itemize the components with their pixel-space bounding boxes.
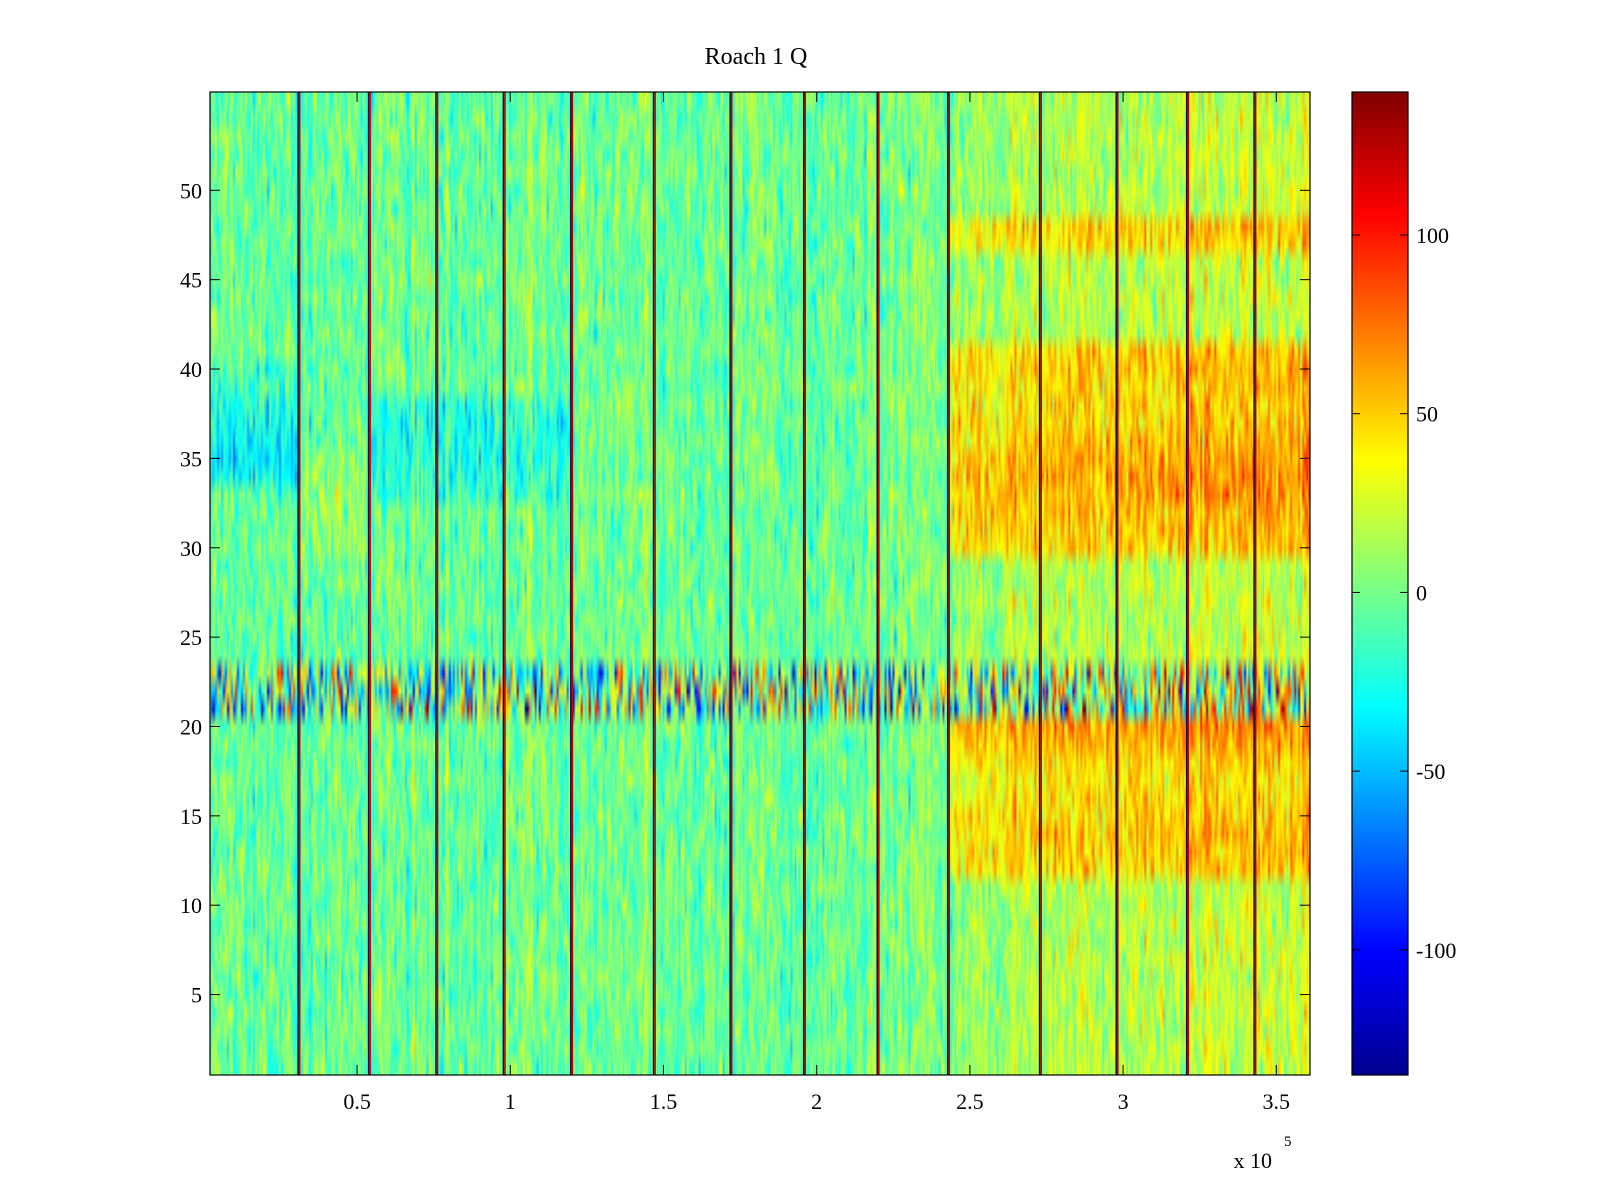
spike-column-dark (1185, 92, 1188, 1075)
spike-column-red (730, 92, 733, 1075)
spike-column-dark (1253, 92, 1255, 1075)
y-tick-label: 50 (180, 178, 202, 203)
x-tick-label: 1.5 (650, 1089, 678, 1114)
spike-column-dark (946, 92, 949, 1075)
y-tick-label: 25 (180, 625, 202, 650)
spike-column-dark (652, 92, 655, 1075)
y-axis-ticks: 5 10 15 20 25 30 35 40 45 50 (180, 178, 1310, 1008)
colorbar: -100 -50 0 50 100 (1351, 91, 1456, 1076)
x-tick-label: 0.5 (343, 1089, 371, 1114)
y-tick-label: 5 (191, 983, 202, 1008)
spike-column-dark (367, 92, 370, 1075)
y-tick-label: 20 (180, 714, 202, 739)
x-tick-label: 2 (811, 1089, 822, 1114)
x-exponent-power: 5 (1284, 1134, 1292, 1150)
plot-area: 0.5 1 1.5 2 2.5 3 3.5 5 10 15 20 25 30 35 40 45 50 (180, 91, 1311, 1114)
spike-column-red (298, 92, 301, 1075)
spike-column-dark (876, 92, 878, 1075)
x-exponent-base: x 10 (1234, 1148, 1273, 1173)
spike-column-dark (1115, 92, 1117, 1075)
spike-column-dark (802, 92, 805, 1075)
y-tick-label: 10 (180, 893, 202, 918)
x-axis-exponent: x 10 5 (1234, 1134, 1292, 1173)
spike-column-dark (1038, 92, 1041, 1075)
spike-column-red (369, 92, 371, 1075)
axes-box (209, 91, 1311, 1076)
heatmap-image (211, 92, 1310, 1075)
spike-column-red (877, 92, 880, 1075)
x-tick-label: 3.5 (1263, 1089, 1291, 1114)
spike-column-dark (729, 92, 731, 1075)
spike-column-red (948, 92, 951, 1075)
spike-column-red (1040, 92, 1042, 1075)
chart-title: Roach 1 Q (705, 44, 808, 70)
spike-column-red (504, 92, 506, 1075)
spike-column-dark (297, 92, 299, 1075)
spike-column-red (1187, 92, 1190, 1075)
colorbar-gradient (1351, 91, 1409, 1076)
y-tick-label: 40 (180, 357, 202, 382)
spike-columns (297, 92, 1257, 1075)
spike-column-red (1116, 92, 1119, 1075)
x-tick-label: 1 (505, 1089, 516, 1114)
spike-column-dark (502, 92, 505, 1075)
y-tick-label: 30 (180, 536, 202, 561)
colorbar-tick-label: 100 (1416, 223, 1449, 248)
spike-column-red (1254, 92, 1257, 1075)
y-tick-label: 15 (180, 804, 202, 829)
colorbar-tick-label: 50 (1416, 402, 1438, 427)
x-axis-ticks: 0.5 1 1.5 2 2.5 3 3.5 (343, 92, 1290, 1114)
spike-column-red (804, 92, 807, 1075)
spike-column-red (436, 92, 439, 1075)
x-tick-label: 3 (1118, 1089, 1129, 1114)
spike-column-red (571, 92, 574, 1075)
x-tick-label: 2.5 (956, 1089, 984, 1114)
colorbar-tick-label: -100 (1416, 938, 1456, 963)
colorbar-ticks: -100 -50 0 50 100 (1352, 223, 1456, 963)
spike-column-red (654, 92, 656, 1075)
spike-column-dark (435, 92, 437, 1075)
colorbar-tick-label: 0 (1416, 580, 1427, 605)
y-tick-label: 45 (180, 268, 202, 293)
spike-column-dark (570, 92, 572, 1075)
y-tick-label: 35 (180, 446, 202, 471)
colorbar-tick-label: -50 (1416, 759, 1445, 784)
